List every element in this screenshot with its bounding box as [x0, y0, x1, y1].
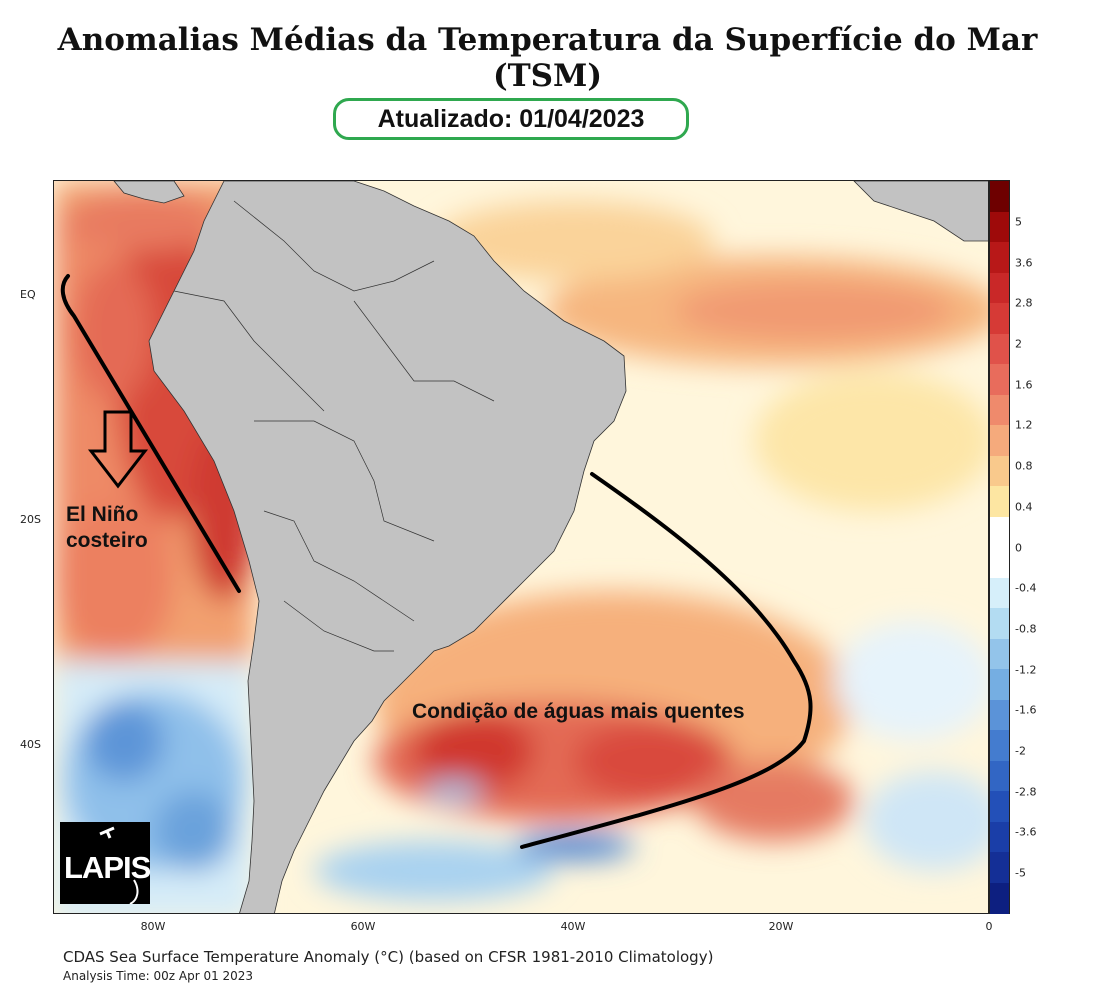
colorbar-segment — [990, 730, 1009, 761]
lon-label-40w: 40W — [560, 920, 586, 933]
colorbar-segment — [990, 272, 1009, 304]
colorbar-segment — [990, 821, 1009, 853]
warm-waters-contour-line — [520, 472, 813, 849]
colorbar-tick-label: 0 — [1015, 541, 1022, 554]
el-nino-contour-line — [60, 274, 241, 593]
colorbar-tick-label: 3.6 — [1015, 256, 1033, 270]
satellite-icon — [99, 826, 139, 904]
colorbar-tick-label: -1.2 — [1015, 663, 1037, 677]
colorbar-segment — [990, 608, 1009, 639]
lat-label-40s: 40S — [20, 738, 41, 751]
colorbar-segment — [990, 577, 1009, 609]
central-america-land — [113, 181, 185, 204]
colorbar-tick-label: 2.8 — [1015, 296, 1033, 310]
map-caption: CDAS Sea Surface Temperature Anomaly (°C… — [63, 948, 714, 966]
colorbar-segment — [990, 425, 1009, 456]
colorbar-tick-label: 0.4 — [1015, 500, 1033, 514]
el-nino-label-line2: costeiro — [66, 529, 148, 552]
colorbar-segment — [990, 455, 1009, 487]
colorbar-segment — [990, 516, 1009, 548]
colorbar-segment — [990, 242, 1009, 273]
south-america-land — [148, 181, 627, 913]
lapis-logo: LAPIS — [60, 822, 151, 904]
lon-label-0: 0 — [985, 920, 993, 933]
lon-label-20w: 20W — [768, 920, 794, 933]
colorbar-tick-label: -2.8 — [1015, 785, 1037, 799]
colorbar-tick-label: -3.6 — [1015, 825, 1037, 839]
colorbar-segment — [990, 760, 1009, 792]
colorbar-segment — [990, 333, 1009, 365]
logo-text: LAPIS — [64, 850, 151, 885]
colorbar-segment — [990, 669, 1009, 700]
colorbar-tick-label: 1.6 — [1015, 378, 1033, 392]
colorbar-tick-label: -1.6 — [1015, 703, 1037, 717]
analysis-time: Analysis Time: 00z Apr 01 2023 — [63, 969, 254, 983]
lat-label-20s: 20S — [20, 513, 41, 526]
colorbar-segment — [990, 547, 1009, 578]
colorbar — [989, 180, 1010, 914]
colorbar-segment — [990, 699, 1009, 731]
colorbar-segment — [990, 486, 1009, 517]
lon-label-80w: 80W — [140, 920, 166, 933]
colorbar-tick-label: -5 — [1015, 866, 1026, 880]
colorbar-segment — [990, 303, 1009, 334]
colorbar-tick-label: 5 — [1015, 215, 1022, 229]
colorbar-segment — [990, 394, 1009, 426]
el-nino-annotation: El Niño costeiro — [66, 502, 148, 554]
lon-label-60w: 60W — [350, 920, 376, 933]
down-arrow-icon — [87, 410, 149, 489]
colorbar-segment — [990, 638, 1009, 670]
sst-anomaly-map — [53, 180, 989, 914]
warm-waters-annotation: Condição de águas mais quentes — [412, 700, 745, 723]
colorbar-segment — [990, 211, 1009, 243]
colorbar-tick-label: 1.2 — [1015, 418, 1033, 432]
colorbar-tick-label: 2 — [1015, 337, 1022, 351]
colorbar-segment — [990, 364, 1009, 395]
colorbar-tick-label: -0.4 — [1015, 581, 1037, 595]
colorbar-segment — [990, 882, 1009, 914]
el-nino-label-line1: El Niño — [66, 503, 139, 526]
lat-label-eq: EQ — [20, 288, 36, 301]
page-title: Anomalias Médias da Temperatura da Super… — [57, 22, 1038, 94]
colorbar-segment — [990, 852, 1009, 883]
colorbar-segment — [990, 181, 1009, 212]
colorbar-tick-label: -0.8 — [1015, 622, 1037, 636]
updated-date-badge: Atualizado: 01/04/2023 — [333, 98, 689, 140]
country-borders — [173, 200, 495, 652]
africa-land — [853, 181, 988, 242]
colorbar-segment — [990, 791, 1009, 822]
map-canvas — [54, 181, 988, 913]
colorbar-tick-label: -2 — [1015, 744, 1026, 758]
colorbar-tick-label: 0.8 — [1015, 459, 1033, 473]
